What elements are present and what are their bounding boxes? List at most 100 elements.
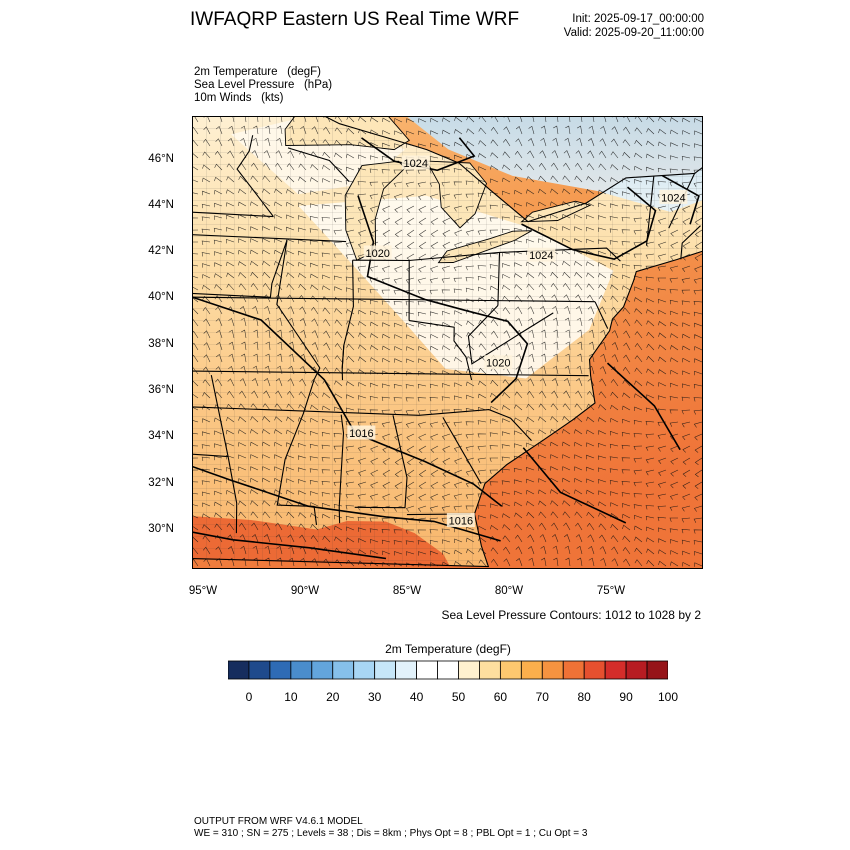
state-border	[192, 234, 347, 243]
weather-map: 1024 1024 1020 1024 1020 1016 1016	[192, 116, 703, 569]
colorbar-swatch	[458, 660, 480, 680]
colorbar-swatch	[479, 660, 501, 680]
isobar	[361, 137, 476, 172]
lat-label-36: 36°N	[148, 384, 174, 396]
colorbar-swatch	[353, 660, 376, 680]
lon-label-80: 80°W	[494, 585, 524, 597]
state-border	[497, 252, 501, 306]
state-border	[409, 320, 473, 381]
colorbar-label: 60	[493, 690, 508, 704]
pressure-label-bg	[401, 155, 430, 170]
state-boundaries	[192, 116, 703, 568]
isobar	[662, 175, 700, 225]
state-border	[276, 379, 318, 525]
lon-label-85: 85°W	[392, 585, 422, 597]
colorbar-swatch	[290, 660, 313, 680]
colorbar-label: 40	[409, 690, 424, 704]
pressure-label: 1016	[349, 428, 373, 440]
state-border	[276, 240, 321, 369]
colorbar-swatch	[604, 660, 627, 680]
isobar	[192, 531, 387, 560]
footer-model: OUTPUT FROM WRF V4.6.1 MODEL	[194, 816, 363, 827]
colorbar-label: 90	[619, 690, 633, 704]
state-border	[192, 453, 229, 458]
colorbar-swatch	[228, 660, 250, 680]
coastline	[192, 116, 703, 568]
isobar	[522, 447, 627, 524]
state-border	[287, 147, 350, 182]
pressure-label: 1020	[365, 248, 389, 260]
isobar	[606, 362, 681, 451]
isobar	[192, 465, 501, 542]
colorbar-swatch	[437, 660, 459, 680]
colorbar-title: 2m Temperature (degF)	[385, 642, 511, 656]
colorbar-swatch	[332, 660, 355, 680]
pressure-label: 1016	[449, 516, 473, 528]
lat-label-44: 44°N	[148, 199, 174, 211]
lat-label-32: 32°N	[148, 477, 174, 489]
pressure-labels: 1024 1024 1020 1024 1020 1016 1016	[347, 155, 688, 528]
pressure-label: 1024	[661, 192, 685, 204]
lat-label-46: 46°N	[148, 153, 174, 165]
field-label-pressure: Sea Level Pressure (hPa)	[194, 79, 333, 91]
wind-barb-field	[192, 116, 703, 567]
colorbar-swatch	[374, 660, 397, 680]
state-border	[192, 296, 596, 303]
colorbar-swatch	[499, 660, 522, 680]
lat-label-40: 40°N	[148, 291, 174, 303]
colorbar-swatch	[311, 660, 334, 680]
pressure-label-bg	[446, 513, 475, 528]
lon-label-95: 95°W	[188, 585, 218, 597]
pressure-label-bg	[484, 355, 513, 370]
pressure-label: 1024	[529, 250, 553, 262]
footer-config: WE = 310 ; SN = 275 ; Levels = 38 ; Dis …	[194, 828, 588, 839]
pressure-label-bg	[527, 247, 556, 262]
pressure-label-bg	[659, 189, 688, 204]
colorbar-label: 50	[451, 690, 466, 704]
colorbar-label: 70	[535, 690, 549, 704]
field-label-temperature: 2m Temperature (degF)	[194, 66, 321, 78]
colorbar-swatch	[248, 660, 271, 680]
colorbar-label: 80	[577, 690, 591, 704]
lon-label-90: 90°W	[290, 585, 320, 597]
state-border	[192, 211, 274, 218]
state-border	[680, 225, 701, 260]
colorbar-label: 0	[245, 690, 253, 704]
state-border	[442, 417, 482, 484]
contour-note: Sea Level Pressure Contours: 1012 to 102…	[441, 608, 702, 622]
colorbar-swatch	[269, 660, 292, 680]
isobar	[521, 186, 657, 260]
state-border	[192, 406, 532, 441]
colorbar-swatch	[625, 660, 648, 680]
colorbar-label: 100	[657, 690, 679, 704]
colorbar-label: 20	[326, 690, 340, 704]
lat-label-34: 34°N	[148, 430, 174, 442]
init-time: Init: 2025-09-17_00:00:00	[572, 13, 704, 25]
colorbar-swatch	[520, 660, 543, 680]
map-frame	[192, 116, 703, 569]
colorbar	[228, 660, 668, 680]
wind-barbs	[192, 116, 703, 567]
colorbar-swatch	[416, 660, 438, 680]
colorbar-swatch	[583, 660, 606, 680]
state-border	[467, 305, 554, 365]
state-border	[192, 240, 288, 298]
colorbar-label: 10	[284, 690, 298, 704]
pressure-label-bg	[347, 425, 376, 440]
state-border	[341, 345, 345, 381]
colorbar-swatch	[395, 660, 417, 680]
colorbar-swatch	[646, 660, 668, 680]
plot-title: IWFAQRP Eastern US Real Time WRF	[190, 9, 520, 30]
pressure-label: 1020	[486, 358, 510, 370]
state-border	[236, 135, 274, 217]
lon-label-75: 75°W	[596, 585, 626, 597]
pressure-label: 1024	[404, 158, 428, 170]
lat-label-30: 30°N	[148, 523, 174, 535]
pressure-label-bg	[363, 245, 392, 260]
colorbar-swatch	[541, 660, 564, 680]
colorbar-label: 30	[368, 690, 382, 704]
lat-label-38: 38°N	[148, 338, 174, 350]
valid-time: Valid: 2025-09-20_11:00:00	[563, 27, 704, 39]
state-border	[192, 370, 589, 377]
lat-label-42: 42°N	[148, 245, 174, 257]
